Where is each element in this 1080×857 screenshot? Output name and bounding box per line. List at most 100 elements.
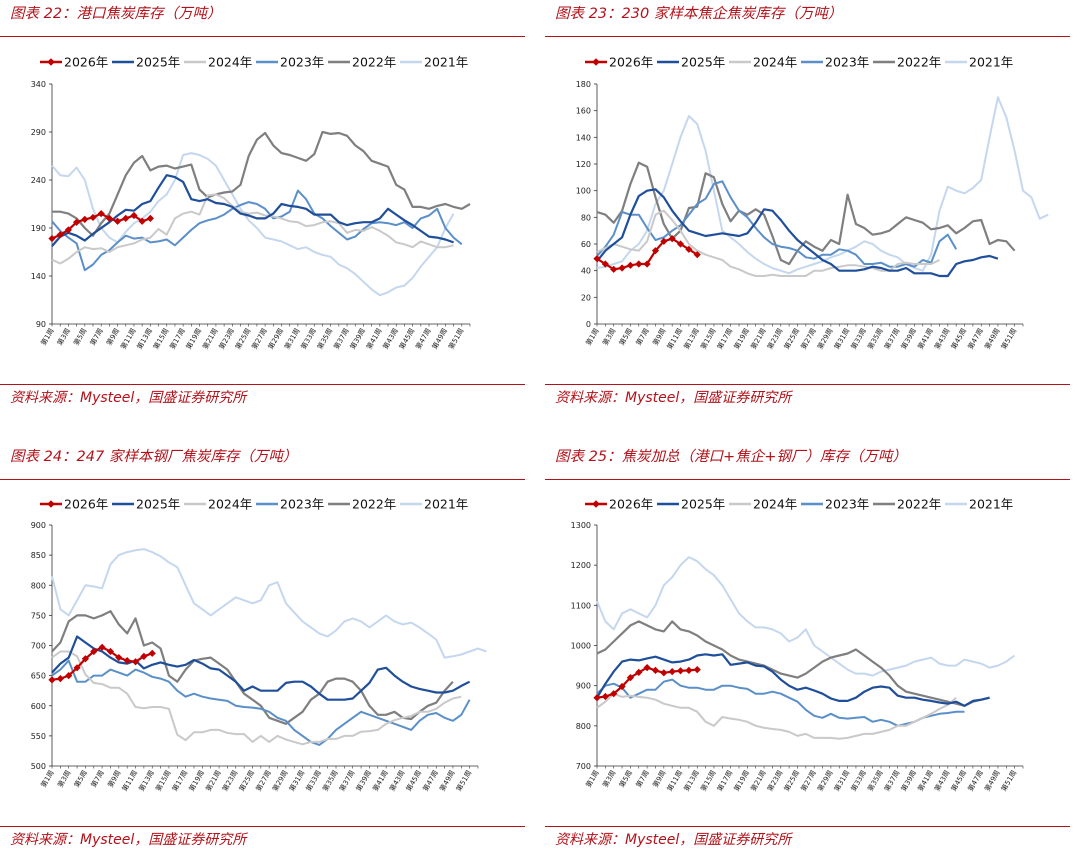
data-point-2026: [56, 231, 64, 239]
legend-label-2024: 2024年: [753, 497, 797, 512]
chart-title: 图表 25：焦炭加总（港口+焦企+钢厂）库存（万吨）: [555, 449, 907, 465]
title-rule: [0, 479, 525, 480]
title-rule: [545, 36, 1070, 37]
x-tick-label: 第9周: [106, 769, 123, 789]
y-tick-label: 500: [31, 762, 46, 771]
legend-label-2022: 2022年: [897, 497, 941, 512]
legend-label-2022: 2022年: [897, 55, 941, 70]
source-rule: [545, 826, 1070, 827]
legend-label-2026: 2026年: [64, 55, 108, 70]
legend-marker-2026: [592, 58, 600, 66]
series-line-2023: [596, 678, 965, 727]
data-point-2026: [146, 214, 154, 222]
legend-label-2025: 2025年: [681, 497, 725, 512]
y-tick-label: 140: [576, 133, 591, 142]
y-tick-label: 800: [576, 722, 591, 731]
x-tick-label: 第3周: [55, 769, 72, 789]
x-tick-label: 第5周: [617, 769, 634, 789]
chart-panel-3: 图表 24：247 家样本钢厂焦炭库存（万吨） 500 550 600 650 700 7…: [0, 443, 525, 857]
series-line-2022: [596, 161, 1016, 266]
data-point-2026: [130, 211, 138, 220]
y-tick-label: 1100: [571, 601, 591, 610]
source-note: 资料来源：Mysteel，国盛证券研究所: [10, 832, 247, 848]
y-tick-label: 160: [576, 107, 591, 116]
y-tick-label: 340: [31, 80, 46, 89]
legend-marker-2026: [592, 500, 600, 508]
x-tick-label: 第3周: [600, 327, 617, 347]
legend-label-2024: 2024年: [208, 497, 252, 512]
data-point-2026: [693, 251, 701, 259]
source-rule: [0, 384, 525, 385]
legend-label-2023: 2023年: [825, 497, 869, 512]
legend-label-2021: 2021年: [969, 55, 1013, 70]
legend-label-2026: 2026年: [609, 55, 653, 70]
y-tick-label: 900: [31, 521, 46, 530]
x-tick-label: 第1周: [584, 769, 601, 789]
source-note: 资料来源：Mysteel，国盛证券研究所: [555, 832, 792, 848]
x-tick-label: 第7周: [88, 327, 105, 347]
legend-label-2025: 2025年: [136, 497, 180, 512]
x-tick-label: 第51周: [446, 327, 465, 351]
x-tick-label: 第5周: [617, 327, 634, 347]
series-line-2021: [51, 548, 487, 659]
chart-title: 图表 24：247 家样本钢厂焦炭库存（万吨）: [10, 449, 298, 465]
legend-label-2023: 2023年: [825, 55, 869, 70]
chart-title: 图表 23：230 家样本焦企焦炭库存（万吨）: [555, 6, 843, 22]
y-tick-label: 100: [576, 187, 591, 196]
data-point-2026: [643, 663, 651, 672]
y-tick-label: 0: [586, 320, 591, 329]
y-tick-label: 40: [581, 267, 591, 276]
data-point-2026: [593, 694, 601, 702]
source-rule: [0, 826, 525, 827]
legend-label-2025: 2025年: [136, 55, 180, 70]
series-line-2021: [596, 556, 1016, 677]
source-note: 资料来源：Mysteel，国盛证券研究所: [10, 390, 247, 406]
data-point-2026: [89, 213, 97, 222]
data-point-2026: [676, 667, 685, 675]
series-line-2025: [51, 635, 471, 701]
data-point-2026: [98, 643, 106, 651]
series-line-2024: [596, 692, 957, 740]
data-point-2026: [676, 240, 685, 248]
data-point-2026: [48, 234, 56, 243]
data-point-2026: [122, 214, 130, 222]
data-point-2026: [113, 217, 122, 225]
y-tick-label: 600: [31, 702, 46, 711]
legend-marker-2026: [47, 58, 55, 66]
series-line-2024: [51, 650, 462, 746]
series-line-2022: [52, 130, 471, 237]
data-point-2026: [693, 666, 701, 674]
y-tick-label: 550: [31, 732, 46, 741]
data-point-2026: [81, 655, 90, 663]
legend-label-2023: 2023年: [280, 497, 324, 512]
series-line-2023: [51, 659, 471, 746]
legend-label-2022: 2022年: [352, 55, 396, 70]
y-tick-label: 850: [31, 551, 46, 560]
y-tick-label: 750: [31, 611, 46, 620]
x-tick-label: 第5周: [72, 769, 89, 789]
y-tick-label: 60: [581, 240, 591, 249]
chart-panel-2: 图表 23：230 家样本焦企焦炭库存（万吨） 0 20 40 60 80 100 120 1…: [545, 0, 1070, 420]
data-point-2026: [651, 247, 660, 255]
series-line-2024: [51, 193, 454, 265]
legend-label-2022: 2022年: [352, 497, 396, 512]
series-line-2025: [596, 653, 990, 707]
y-tick-label: 240: [31, 176, 46, 185]
y-tick-label: 140: [31, 272, 46, 281]
data-point-2026: [685, 666, 693, 675]
legend-label-2026: 2026年: [64, 497, 108, 512]
data-point-2026: [593, 255, 601, 263]
chart-title: 图表 22：港口焦炭库存（万吨）: [10, 6, 222, 22]
x-tick-label: 第3周: [55, 327, 72, 347]
series-line-2025: [596, 188, 999, 278]
x-tick-label: 第1周: [39, 769, 56, 789]
line-chart-total-coke: 700 800 900 1000 1100 1200 1300 第1周 第3周 第5周 第7周 第9周…: [571, 497, 1024, 793]
data-point-2026: [610, 690, 618, 698]
data-point-2026: [64, 226, 72, 234]
x-tick-label: 第9周: [651, 327, 668, 347]
line-chart-steel-mill-coke: 500550600650700750800850900第1周 第3周 第5周 第7周第…: [31, 497, 487, 793]
series-line-2025: [51, 174, 454, 247]
series-line-2022: [596, 620, 990, 707]
data-point-2026: [56, 675, 64, 683]
chart-panel-4: 图表 25：焦炭加总（港口+焦企+钢厂）库存（万吨） 700 800 900 1000…: [545, 443, 1070, 857]
